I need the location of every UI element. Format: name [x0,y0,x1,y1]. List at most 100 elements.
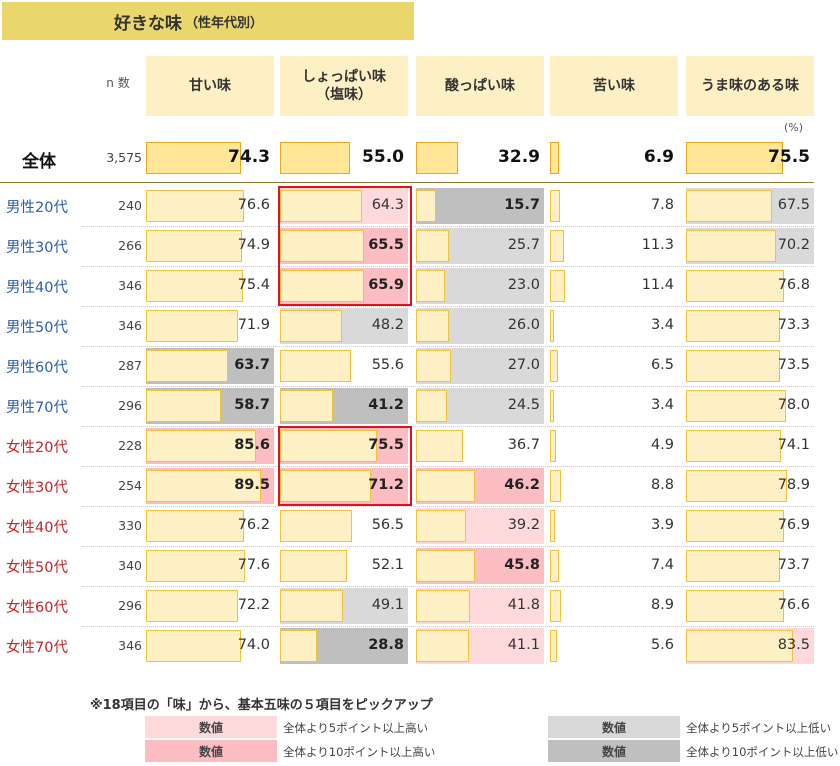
value-label: 15.7 [504,196,540,213]
value-bar [280,190,363,222]
row-label: 男性20代 [6,200,68,216]
value-label: 6.9 [643,147,674,167]
value-bar [280,630,317,662]
value-bar [550,190,560,222]
value-label: 55.0 [362,147,404,167]
row-n-count: 296 [118,398,142,413]
value-bar [280,430,377,462]
value-bar [686,390,786,422]
shade-cell [416,188,544,224]
value-bar [686,510,785,542]
value-bar [416,390,448,422]
value-label: 74.3 [228,147,270,167]
value-label: 74.0 [237,636,270,653]
column-header-2: 酸っぱい味 [416,56,544,116]
legend-swatch-high10: 数値 [145,740,277,762]
value-label: 78.9 [777,476,810,493]
value-label: 8.9 [650,596,674,613]
row-label: 男性50代 [6,320,68,336]
legend-text-low5: 全体より5ポイント以上低い [686,721,832,735]
column-header-3: 苦い味 [550,56,678,116]
value-label: 56.5 [371,516,404,533]
column-header-1: しょっぱい味 （塩味） [280,56,408,116]
value-label: 76.9 [777,516,810,533]
value-label: 41.2 [368,396,404,413]
value-bar [686,630,793,662]
value-bar [280,550,347,582]
value-bar [550,310,555,342]
value-bar [550,590,562,622]
value-bar [416,510,467,542]
value-bar [686,350,781,382]
n-count-header: n 数 [106,76,130,90]
value-bar [280,470,372,502]
value-label: 64.3 [371,196,404,213]
value-label: 65.5 [368,236,404,253]
value-label: 75.5 [368,436,404,453]
value-label: 3.9 [650,516,674,533]
value-label: 73.5 [777,356,810,373]
value-bar [146,390,222,422]
value-bar [550,430,557,462]
legend-swatch-low5: 数値 [548,716,680,738]
value-bar [550,390,555,422]
value-bar [280,390,333,422]
value-bar [550,470,562,502]
highlight-box [278,426,412,506]
value-bar [416,350,451,382]
value-label: 76.8 [777,276,810,293]
value-bar [280,310,342,342]
value-bar [550,630,558,662]
value-label: 3.4 [650,396,674,413]
value-label: 26.0 [507,316,540,333]
row-label: 女性20代 [6,440,68,456]
value-bar [280,510,353,542]
value-label: 73.3 [777,316,810,333]
row-label: 女性60代 [6,600,68,616]
value-bar [416,470,476,502]
value-bar [550,270,565,302]
value-label: 11.3 [641,236,674,253]
row-label: 女性40代 [6,520,68,536]
value-label: 4.9 [650,436,674,453]
row-separator [82,306,814,307]
value-bar [416,430,463,462]
row-n-count: 228 [118,438,142,453]
value-bar [146,230,242,262]
row-label: 女性70代 [6,640,68,656]
value-label: 41.1 [507,636,540,653]
row-separator [82,466,814,467]
row-n-count: 330 [118,518,142,533]
value-bar [416,550,475,582]
value-label: 76.6 [237,196,270,213]
row-separator [82,386,814,387]
value-label: 73.7 [777,556,810,573]
value-label: 74.1 [777,436,810,453]
value-bar [686,310,780,342]
value-bar [146,270,243,302]
row-label: 男性60代 [6,360,68,376]
legend-swatch-high5: 数値 [145,716,277,738]
value-bar [686,550,781,582]
row-n-count: 296 [118,598,142,613]
title-main: 好きな味 [114,13,182,34]
value-bar [280,350,352,382]
column-header-0: 甘い味 [146,56,274,116]
total-row-label: 全体 [22,152,56,172]
value-label: 70.2 [777,236,810,253]
value-bar [280,142,351,174]
value-label: 41.8 [507,596,540,613]
row-separator [82,586,814,587]
value-bar [146,190,245,222]
row-label: 男性30代 [6,240,68,256]
value-bar [280,590,343,622]
row-separator [82,626,814,627]
value-bar [416,230,449,262]
value-bar [686,270,785,302]
value-bar [550,230,565,262]
legend-text-high5: 全体より5ポイント以上高い [283,721,429,735]
value-bar [550,550,560,582]
value-label: 46.2 [504,476,540,493]
value-bar [416,630,469,662]
row-separator [82,226,814,227]
